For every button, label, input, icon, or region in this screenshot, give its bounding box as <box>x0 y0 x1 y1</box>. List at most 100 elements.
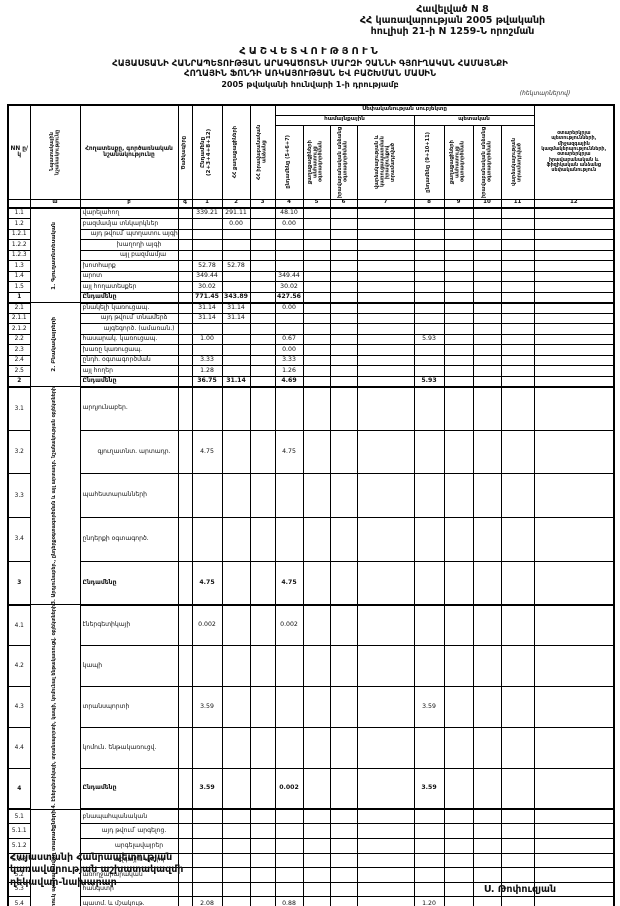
value-cell <box>500 473 535 519</box>
land-type-cell: պատմ. և մշակութ. <box>79 896 179 906</box>
value-cell <box>533 207 615 219</box>
code-cell <box>177 218 193 230</box>
value-cell <box>249 837 276 854</box>
value-cell: 427.56 <box>274 291 304 304</box>
value-cell <box>413 260 445 272</box>
section-label-cell: 5. Հատուկ պահպանվող տարածքների <box>29 808 81 906</box>
land-balance-table: NN ը/կ Նպատակային նշանակությունը Հողատես… <box>7 104 616 906</box>
land-type-cell: կոմուն. ենթակառուցվ. <box>79 726 179 769</box>
row-number-cell: 1.2.3 <box>7 249 31 261</box>
row-number-cell: 3.4 <box>7 517 31 562</box>
table-header: NN ը/կ Նպատակային նշանակությունը Հողատես… <box>7 104 615 209</box>
value-cell <box>533 386 615 431</box>
value-cell <box>443 312 474 324</box>
value-cell <box>413 837 445 854</box>
value-cell <box>249 281 276 293</box>
value-cell <box>443 249 474 261</box>
table-row: 2.3 խառը կառուցապ. 0.00 <box>7 344 615 356</box>
value-cell <box>302 686 331 728</box>
value-cell <box>249 473 276 519</box>
value-cell: 1.20 <box>413 896 445 906</box>
value-cell <box>221 808 251 825</box>
value-cell <box>443 365 474 377</box>
units-note: (հեկտարներով) <box>519 90 571 97</box>
value-cell <box>443 302 474 314</box>
land-type-cell: այդ թվում՝ արգելոց. <box>79 823 179 839</box>
header-community-citizens: քաղաքացիների անհատույց օգտագործման <box>302 124 331 200</box>
value-cell <box>274 473 304 519</box>
value-cell <box>472 333 502 345</box>
land-type-cell: բնապահպանական <box>79 808 179 825</box>
land-type-cell: բազմամյա տնկարկներ <box>79 218 179 230</box>
value-cell <box>500 302 535 314</box>
value-cell <box>221 517 251 562</box>
code-cell <box>177 260 193 272</box>
value-cell <box>302 291 331 304</box>
value-cell <box>249 560 276 606</box>
value-cell: 31.14 <box>221 302 251 314</box>
header-citizens: ՀՀ քաղաքացիների <box>221 104 251 200</box>
value-cell <box>356 344 415 356</box>
value-cell: 1.28 <box>191 365 223 377</box>
value-cell <box>443 823 474 839</box>
value-cell: 4.69 <box>274 375 304 388</box>
value-cell <box>533 281 615 293</box>
value-cell <box>472 837 502 854</box>
value-cell: 0.00 <box>274 302 304 314</box>
value-cell <box>533 323 615 335</box>
row-number-cell: 3.2 <box>7 429 31 475</box>
row-number-cell: 2.5 <box>7 365 31 377</box>
value-cell: 0.002 <box>274 604 304 647</box>
value-cell <box>274 837 304 854</box>
value-cell <box>472 207 502 219</box>
value-cell <box>221 726 251 769</box>
value-cell <box>413 517 445 562</box>
value-cell <box>302 323 331 335</box>
value-cell <box>274 808 304 825</box>
value-cell <box>443 560 474 606</box>
value-cell <box>302 429 331 475</box>
value-cell <box>221 560 251 606</box>
value-cell <box>249 323 276 335</box>
value-cell <box>533 218 615 230</box>
value-cell <box>443 354 474 366</box>
value-cell <box>356 365 415 377</box>
table-row: 5.1.3 ազգային պարկ <box>7 852 615 869</box>
value-cell <box>249 517 276 562</box>
value-cell <box>329 239 358 251</box>
value-cell <box>472 312 502 324</box>
header-community-lease: վարձակալության և կառուցապատման իրավունքո… <box>356 124 415 200</box>
value-cell <box>472 808 502 825</box>
value-cell <box>356 686 415 728</box>
row-number-cell: 2 <box>7 375 31 388</box>
value-cell <box>443 429 474 475</box>
value-cell <box>500 218 535 230</box>
value-cell <box>191 726 223 769</box>
code-cell <box>177 429 193 475</box>
value-cell <box>533 344 615 356</box>
value-cell <box>249 365 276 377</box>
value-cell <box>533 517 615 562</box>
value-cell: 3.59 <box>413 686 445 728</box>
value-cell <box>500 517 535 562</box>
value-cell <box>249 645 276 688</box>
land-type-cell: Ընդամենը <box>79 560 179 606</box>
value-cell <box>500 686 535 728</box>
value-cell <box>500 837 535 854</box>
value-cell <box>413 344 445 356</box>
value-cell: 2.08 <box>191 896 223 906</box>
value-cell <box>356 604 415 647</box>
table-row: 1 Ընդամենը 771.45 343.89 427.56 <box>7 291 615 304</box>
value-cell <box>413 218 445 230</box>
land-type-cell: այդ թվում՝ պտղատու այգի <box>79 228 179 240</box>
value-cell: 36.75 <box>191 375 223 388</box>
value-cell <box>329 281 358 293</box>
value-cell <box>221 228 251 240</box>
value-cell <box>329 837 358 854</box>
value-cell <box>356 312 415 324</box>
value-cell <box>221 429 251 475</box>
land-type-cell: արդյունաբեր. <box>79 386 179 431</box>
land-type-cell: էներգետիկայի <box>79 604 179 647</box>
value-cell <box>443 726 474 769</box>
value-cell: 339.21 <box>191 207 223 219</box>
